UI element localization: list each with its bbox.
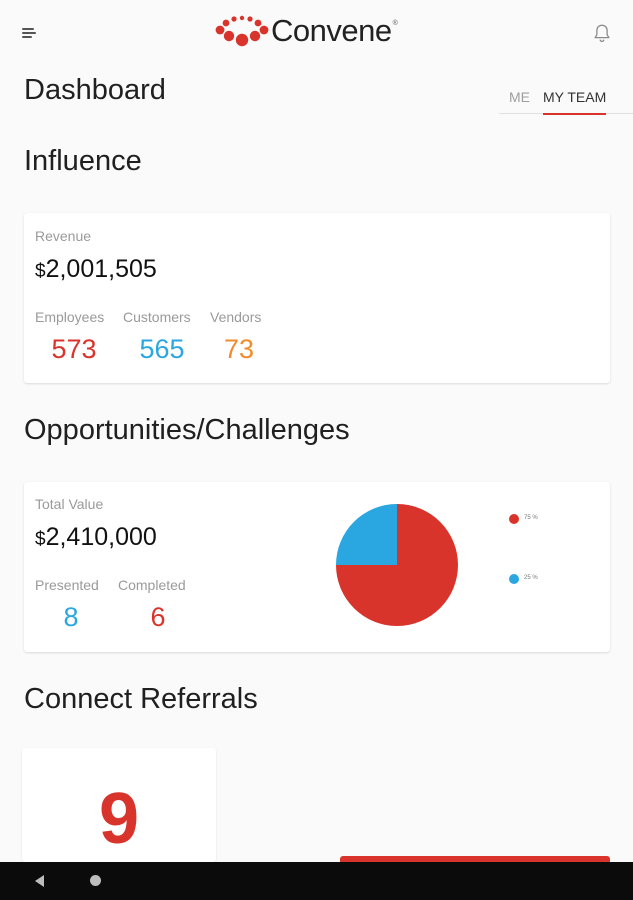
referrals-count: 9 [98,779,140,859]
total-value-label: Total Value [35,496,104,512]
hamburger-menu-icon[interactable] [22,28,38,40]
employees-label: Employees [35,309,105,325]
legend-marker-completed [509,514,519,524]
referrals-title: Connect Referrals [24,683,258,715]
employees-count[interactable]: 573 [51,334,97,364]
completed-count[interactable]: 6 [150,602,166,632]
bell-icon[interactable] [591,22,613,44]
vendors-count[interactable]: 73 [223,334,255,364]
view-segment-control: ME MY TEAM [499,86,633,115]
logo-trademark: ® [392,20,398,27]
revenue-amount: 2,001,505 [45,255,157,283]
total-currency: $ [35,529,46,550]
revenue-value: $2,001,505 [35,255,157,284]
logo-mark-icon [215,15,269,47]
customers-label: Customers [123,309,191,325]
influence-title: Influence [24,145,142,177]
back-icon[interactable] [35,875,44,887]
revenue-label: Revenue [35,228,92,244]
opportunities-title: Opportunities/Challenges [24,414,350,446]
vendors-label: Vendors [210,309,262,325]
home-icon[interactable] [90,875,101,886]
revenue-currency: $ [35,261,46,282]
presented-label: Presented [35,577,99,593]
legend-label-completed: 75 % [524,515,538,521]
app-header: Convene ® [0,0,633,64]
referrals-bar[interactable] [340,856,610,864]
customers-count[interactable]: 565 [139,334,185,364]
tab-my-team[interactable]: MY TEAM [543,89,607,115]
total-value: $2,410,000 [35,523,157,552]
total-amount: 2,410,000 [45,523,157,551]
tab-me[interactable]: ME [509,89,530,105]
completed-label: Completed [118,577,186,593]
legend-marker-presented [509,574,519,584]
logo-text: Convene [271,13,392,48]
presented-count[interactable]: 8 [63,602,79,632]
referrals-card[interactable]: 9 [22,748,216,862]
system-nav-bar [0,862,633,900]
opportunities-card[interactable]: Total Value $2,410,000 Presented Complet… [24,482,610,652]
convene-logo: Convene ® [214,14,398,48]
opportunities-pie-chart[interactable] [335,503,459,627]
influence-card[interactable]: Revenue $2,001,505 Employees Customers V… [24,213,610,383]
legend-label-presented: 25 % [524,575,538,581]
page-title: Dashboard [24,74,166,106]
pie-slice-presented[interactable] [336,504,397,565]
